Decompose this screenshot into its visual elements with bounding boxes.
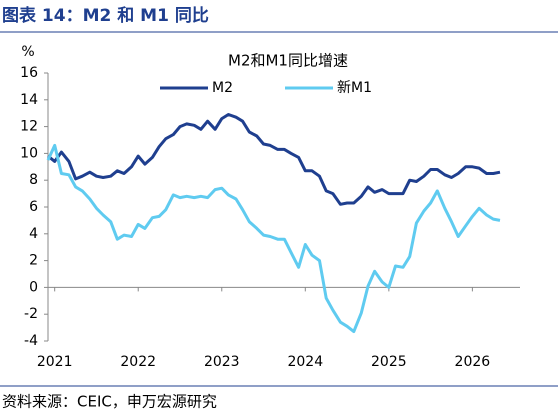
y-tick-label: 4 [29, 226, 38, 242]
x-tick-label: 2021 [37, 354, 73, 370]
legend-label: 新M1 [337, 80, 372, 96]
header: 图表 14：M2 和 M1 同比 [2, 5, 209, 26]
y-tick-label: -4 [24, 333, 38, 349]
x-tick-label: 2025 [371, 354, 407, 370]
legend-label: M2 [212, 80, 233, 96]
y-tick-label: -2 [24, 306, 38, 322]
y-tick-label: 0 [29, 279, 38, 295]
y-tick-label: 10 [20, 145, 38, 161]
y-tick-label: 6 [29, 199, 38, 215]
y-tick-label: 2 [29, 253, 38, 269]
y-tick-label: 16 [20, 65, 38, 81]
x-tick-label: 2026 [455, 354, 491, 370]
x-tick-label: 2024 [287, 354, 323, 370]
y-tick-label: 8 [29, 172, 38, 188]
series-line [46, 143, 501, 334]
x-tick-label: 2023 [204, 354, 240, 370]
x-tick-label: 2022 [120, 354, 156, 370]
y-tick-label: 14 [20, 92, 38, 108]
y-tick-label: 12 [20, 119, 38, 135]
source-note: 资料来源：CEIC，申万宏源研究 [2, 393, 217, 411]
series-line [47, 113, 501, 206]
y-axis-label: % [21, 44, 34, 60]
chart-title: M2和M1同比增速 [228, 52, 348, 70]
